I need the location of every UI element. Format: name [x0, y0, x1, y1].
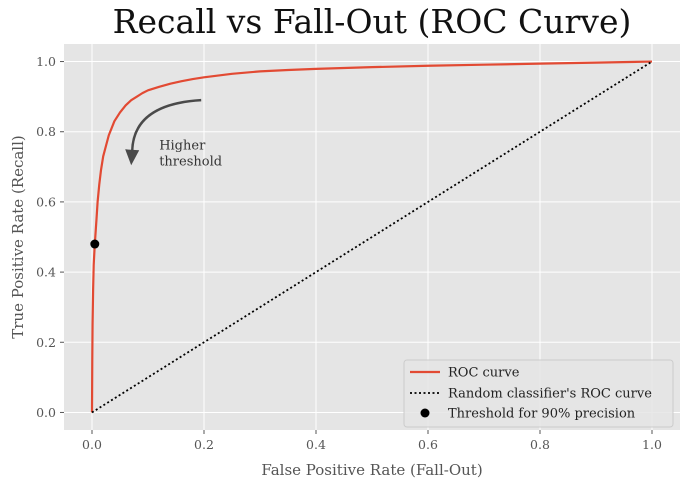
x-tick-label: 0.8 — [530, 437, 550, 452]
x-tick-label: 1.0 — [642, 437, 662, 452]
random-classifier-line — [91, 60, 653, 414]
y-tick-label: 0.8 — [36, 124, 56, 139]
y-tick-label: 0.4 — [36, 265, 56, 280]
annotation-text-line2: threshold — [159, 154, 222, 169]
y-tick-label: 1.0 — [36, 54, 56, 69]
grid — [64, 44, 680, 430]
roc-curve-line — [90, 60, 653, 413]
chart-title: Recall vs Fall-Out (ROC Curve) — [113, 2, 632, 41]
x-tick-label: 0.0 — [82, 437, 102, 452]
y-ticks: 0.0 0.2 0.4 0.6 0.8 1.0 — [36, 54, 64, 420]
y-tick-label: 0.0 — [36, 405, 56, 420]
y-axis-label: True Positive Rate (Recall) — [9, 135, 27, 339]
legend-label-threshold: Threshold for 90% precision — [448, 407, 636, 422]
y-tick-label: 0.2 — [36, 335, 56, 350]
legend-label-roc: ROC curve — [448, 366, 520, 381]
x-ticks: 0.0 0.2 0.4 0.6 0.8 1.0 — [82, 430, 662, 452]
x-axis-label: False Positive Rate (Fall-Out) — [261, 461, 482, 479]
annotation: Higher threshold — [125, 98, 222, 169]
legend-swatch-threshold — [420, 408, 430, 418]
x-tick-label: 0.2 — [194, 437, 214, 452]
x-tick-label: 0.6 — [418, 437, 438, 452]
legend-box — [403, 359, 674, 428]
series — [90, 60, 653, 414]
threshold-point — [90, 239, 100, 249]
annotation-text-line1: Higher — [159, 138, 206, 153]
x-tick-label: 0.4 — [306, 437, 326, 452]
annotation-arrow-head — [125, 149, 140, 166]
y-tick-label: 0.6 — [36, 194, 56, 209]
legend-label-random: Random classifier's ROC curve — [448, 387, 652, 402]
annotation-arrow — [130, 98, 202, 152]
legend: ROC curve Random classifier's ROC curve … — [403, 359, 674, 428]
